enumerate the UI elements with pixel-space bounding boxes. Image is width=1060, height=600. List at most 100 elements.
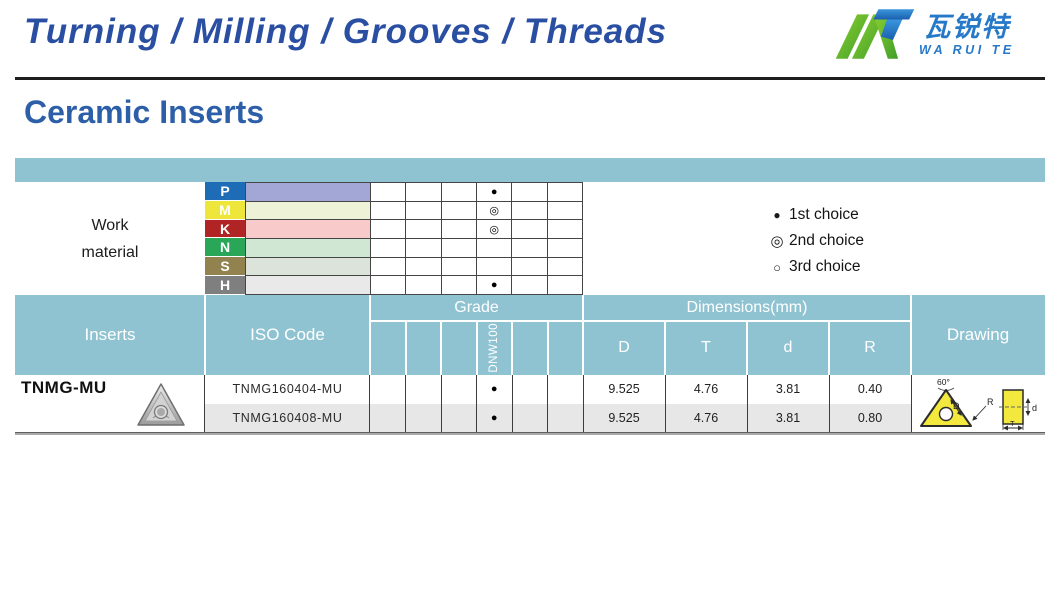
grade-cell — [547, 276, 583, 295]
legend-label: 1st choice — [789, 206, 859, 223]
grade-cell — [441, 201, 477, 221]
grade-cell — [371, 238, 407, 258]
svg-text:T: T — [1010, 419, 1015, 428]
material-band-column — [245, 182, 370, 296]
divider — [476, 375, 477, 432]
column-header-iso-code: ISO Code — [250, 325, 325, 344]
divider — [204, 295, 206, 375]
grade-cell — [512, 220, 548, 239]
divider — [405, 375, 406, 432]
page-title: Ceramic Inserts — [24, 94, 265, 130]
iso-code-row1: TNMG160404-MU — [232, 382, 343, 397]
divider — [664, 375, 666, 432]
grade-cell — [371, 201, 407, 221]
dim-d-row1: 3.81 — [775, 382, 801, 397]
legend-label: 2nd choice — [789, 232, 864, 249]
divider — [828, 375, 830, 432]
dim-R-row2: 0.80 — [857, 410, 883, 425]
divider — [370, 320, 911, 322]
legend-item-2nd: ◎ 2nd choice — [765, 228, 864, 254]
grade-cell — [547, 257, 583, 277]
svg-text:R: R — [987, 397, 994, 407]
work-material-label: Work material — [15, 182, 205, 295]
material-band-P — [246, 183, 370, 202]
choice-mark-P: ● — [476, 183, 513, 202]
divider — [746, 321, 748, 375]
divider — [440, 375, 442, 432]
divider — [511, 375, 513, 432]
column-header-grade: Grade — [454, 299, 499, 316]
dim-T-row2: 4.76 — [693, 410, 719, 425]
material-band-K — [246, 220, 370, 240]
grade-cell — [371, 276, 407, 295]
grade-cell — [512, 183, 548, 202]
dim-T-row1: 4.76 — [693, 382, 719, 397]
grade-cell — [441, 276, 477, 295]
grade-cell — [406, 220, 442, 239]
legend-label: 3rd choice — [789, 258, 861, 275]
choice-mark-N — [476, 238, 513, 258]
divider — [369, 375, 370, 432]
divider — [664, 321, 666, 375]
column-header-dimensions: Dimensions(mm) — [686, 299, 808, 316]
work-material-section: Work material P M K N S H ● ◎ ◎ — [15, 182, 1045, 296]
grade-cell — [406, 276, 442, 295]
material-code-M: M — [205, 200, 245, 220]
choice-legend: ● 1st choice ◎ 2nd choice ○ 3rd choice — [765, 202, 864, 280]
grade-cell — [512, 276, 548, 295]
grade-cell — [406, 257, 442, 277]
legend-item-1st: ● 1st choice — [765, 202, 864, 228]
svg-text:d: d — [1032, 403, 1037, 413]
divider — [582, 375, 584, 432]
dim-d-row2: 3.81 — [775, 410, 801, 425]
grade-cell — [512, 238, 548, 258]
insert-photo-icon — [135, 381, 187, 434]
logo-text: 瓦锐特 WA RUI TE — [919, 14, 1015, 57]
divider — [746, 375, 748, 432]
grade-cell — [371, 183, 407, 202]
material-code-column: P M K N S H — [205, 182, 245, 295]
grade-cell — [371, 257, 407, 277]
grade-cell — [547, 201, 583, 221]
company-logo: 瓦锐特 WA RUI TE — [834, 6, 1015, 67]
material-band-N — [246, 239, 370, 258]
grade-cell — [547, 183, 583, 202]
bullseye-circle-icon: ◎ — [770, 233, 784, 250]
work-material-label-line2: material — [81, 243, 139, 261]
grade-cell — [371, 220, 407, 239]
grade-cell — [406, 201, 442, 221]
material-code-H: H — [205, 276, 245, 295]
material-band-S — [246, 257, 370, 277]
divider — [910, 295, 912, 375]
divider — [369, 295, 371, 375]
row-2-background — [205, 403, 911, 432]
column-header-grade-dnw100: DNW100 — [477, 321, 513, 375]
drawing-cell: 60° D R d T — [911, 375, 1045, 432]
logo-chinese-name: 瓦锐特 — [923, 12, 1011, 42]
grade-cell — [512, 257, 548, 277]
divider — [547, 375, 548, 432]
grade-cell — [512, 201, 548, 221]
suitability-grid: ● ◎ ◎ ● — [370, 182, 583, 295]
divider — [475, 321, 478, 375]
divider — [204, 375, 205, 432]
divider — [828, 321, 830, 375]
logo-english-name: WA RUI TE — [919, 43, 1015, 57]
column-header-drawing: Drawing — [946, 325, 1010, 344]
material-code-S: S — [205, 257, 245, 277]
material-code-K: K — [205, 219, 245, 239]
table-bottom-rule — [15, 432, 1045, 435]
grade-cell — [406, 238, 442, 258]
grade-cell — [441, 257, 477, 277]
dim-R-row1: 0.40 — [857, 382, 883, 397]
column-header-T: T — [701, 339, 711, 356]
grade-mark-row1: ● — [490, 383, 498, 396]
material-band-H — [246, 276, 370, 296]
divider — [404, 321, 407, 375]
header-rule — [15, 77, 1045, 80]
grade-cell — [441, 220, 477, 239]
table-header: Inserts ISO Code Grade DNW100 Dimensions… — [15, 295, 1045, 375]
column-header-d: d — [783, 339, 793, 356]
work-material-label-line1: Work — [91, 216, 129, 234]
column-header-D: D — [618, 339, 630, 356]
